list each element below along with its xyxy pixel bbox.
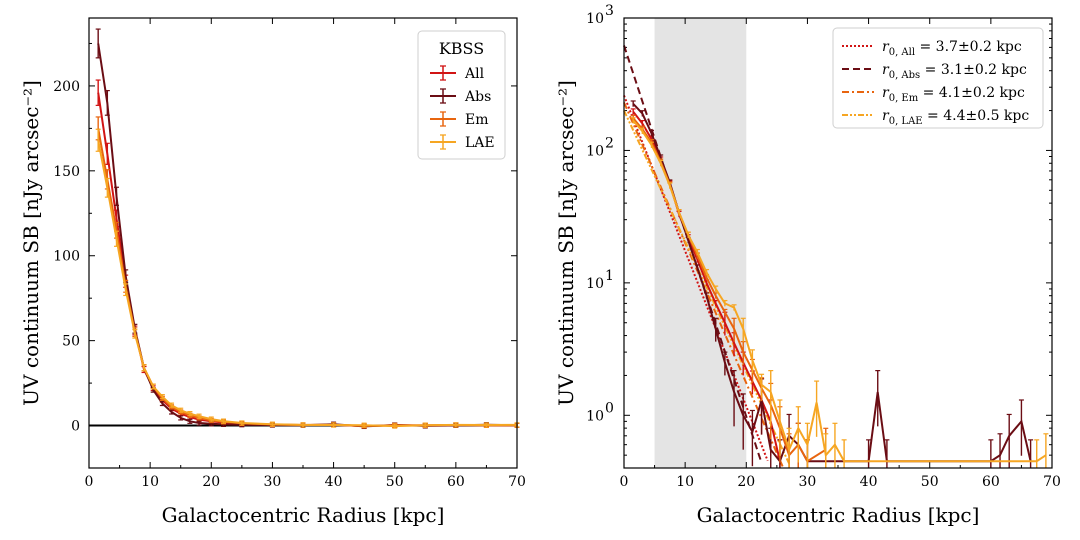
- left-ticks: 0 10 20 30 40 50 60 70 0 50 100 150 200: [53, 18, 526, 490]
- right-fit-line-all: [623, 95, 769, 462]
- right-series-line-lae: [632, 119, 1047, 463]
- left-legend-label-lae: LAE: [465, 135, 495, 151]
- right-ylabel: UV continuum SB [nJy arcsec⁻²]: [554, 80, 578, 406]
- left-series-line-em: [97, 128, 518, 427]
- right-y-tick-label: 10: [586, 143, 604, 159]
- left-y-tick-label: 100: [53, 249, 80, 265]
- left-axes-frame: [88, 17, 518, 469]
- right-y-tick-label: 10: [586, 408, 604, 424]
- right-y-tick-exponent: 3: [605, 3, 614, 19]
- right-axes-frame: [623, 17, 1053, 469]
- right-x-tick-label: 50: [921, 474, 939, 490]
- right-legend-label-em: r0, Em = 4.1±0.2 kpc: [882, 85, 1025, 104]
- right-y-tick-exponent: 0: [605, 400, 614, 416]
- left-legend: KBSS All Abs Em LAE: [417, 30, 506, 160]
- left-y-tick-label: 150: [53, 164, 80, 180]
- left-x-tick-label: 0: [85, 474, 94, 490]
- left-legend-label-em: Em: [465, 112, 489, 128]
- right-x-tick-label: 20: [737, 474, 755, 490]
- right-x-tick-label: 60: [982, 474, 1000, 490]
- left-legend-title: KBSS: [439, 39, 484, 58]
- left-legend-label-all: All: [464, 66, 485, 82]
- left-xlabel: Galactocentric Radius [kpc]: [162, 503, 445, 527]
- left-x-tick-label: 30: [264, 474, 282, 490]
- left-legend-label-abs: Abs: [464, 89, 491, 105]
- left-series-line-lae: [97, 140, 518, 428]
- left-y-tick-label: 200: [53, 79, 80, 95]
- right-x-tick-label: 40: [860, 474, 878, 490]
- right-y-tick-label: 10: [586, 11, 604, 27]
- right-y-tick-exponent: 1: [605, 268, 614, 284]
- left-x-tick-label: 70: [508, 474, 526, 490]
- right-legend-label-abs: r0, Abs = 3.1±0.2 kpc: [882, 62, 1027, 81]
- left-series: [95, 28, 520, 430]
- right-shaded-region: [654, 18, 747, 468]
- left-ylabel: UV continuum SB [nJy arcsec⁻²]: [19, 80, 43, 406]
- right-x-tick-label: 10: [676, 474, 694, 490]
- right-x-tick-label: 30: [799, 474, 817, 490]
- left-x-tick-label: 60: [447, 474, 465, 490]
- left-y-tick-label: 50: [62, 334, 80, 350]
- right-x-tick-label: 0: [620, 474, 629, 490]
- right-legend: r0, All = 3.7±0.2 kpc r0, Abs = 3.1±0.2 k…: [832, 27, 1044, 129]
- right-legend-box: [832, 27, 1044, 129]
- left-x-tick-label: 50: [386, 474, 404, 490]
- right-x-tick-label: 70: [1043, 474, 1061, 490]
- left-panel: 0 10 20 30 40 50 60 70 0 50 100 150 200 Galactocentr…: [19, 17, 526, 527]
- right-y-tick-exponent: 2: [605, 135, 614, 151]
- right-legend-label-all: r0, All = 3.7±0.2 kpc: [882, 39, 1022, 58]
- left-x-tick-label: 20: [202, 474, 220, 490]
- left-y-tick-label: 0: [71, 419, 80, 435]
- right-legend-label-lae: r0, LAE = 4.4±0.5 kpc: [882, 108, 1029, 127]
- right-series: [630, 100, 1049, 468]
- right-xlabel: Galactocentric Radius [kpc]: [697, 503, 980, 527]
- right-fit-line-abs: [623, 45, 763, 464]
- left-x-tick-label: 10: [141, 474, 159, 490]
- left-x-tick-label: 40: [325, 474, 343, 490]
- left-legend-box: [417, 30, 506, 160]
- right-y-tick-label: 10: [586, 276, 604, 292]
